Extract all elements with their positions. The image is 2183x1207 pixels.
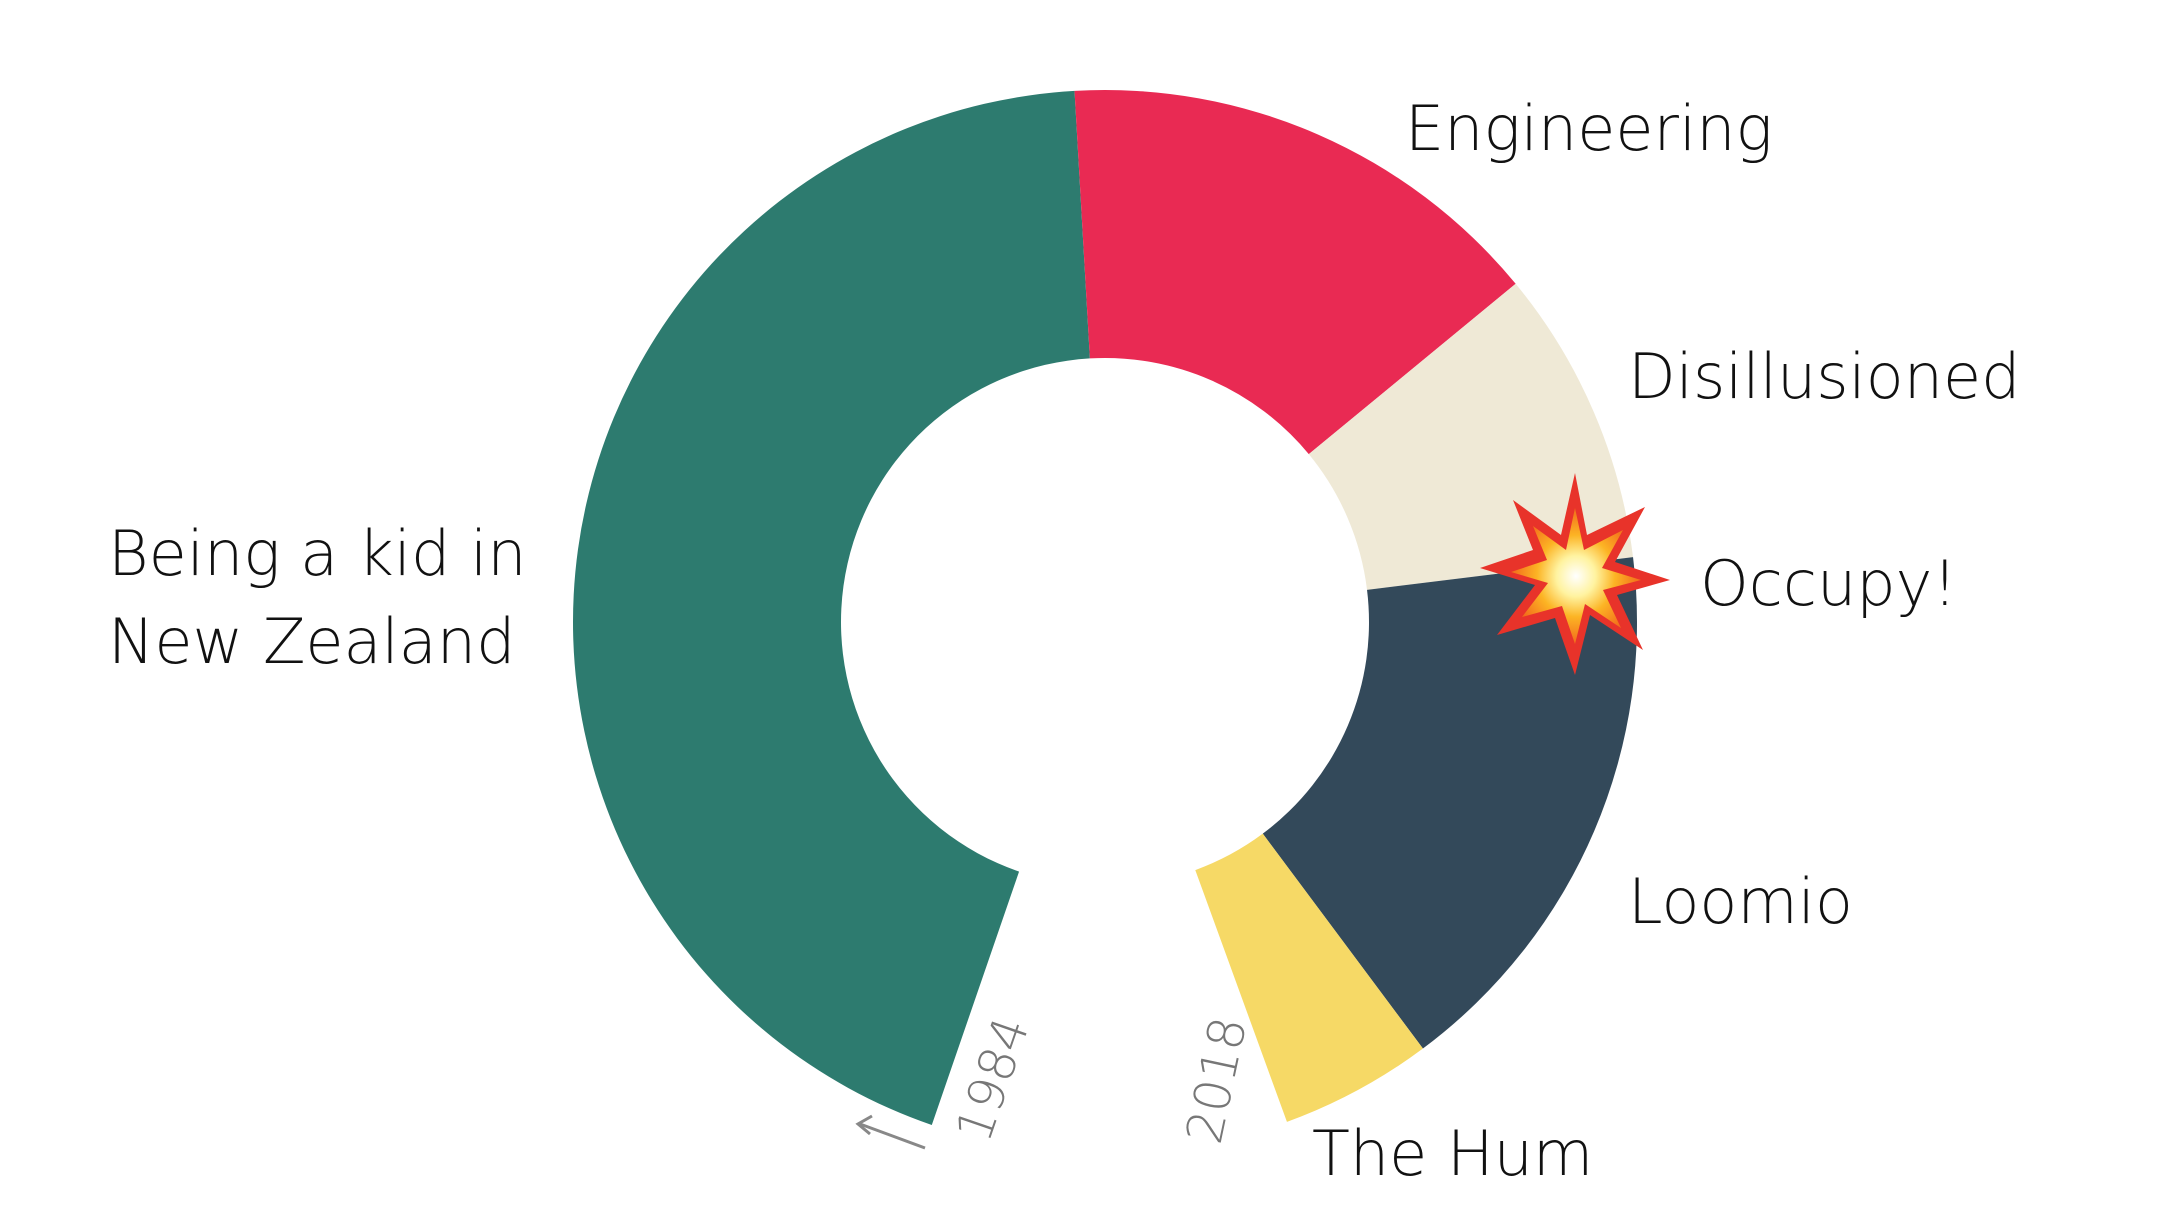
segment-label-line: New Zealand (108, 605, 515, 678)
segment-labels: Being a kid in New Zealand Engineering Disi… (108, 92, 2021, 1190)
segment-label-loomio: Loomio (1628, 865, 1853, 938)
segment-label-line: Occupy! (1700, 547, 1957, 620)
donut-segments (573, 90, 1637, 1126)
start-arrow-icon (855, 1114, 926, 1150)
donut-segment-loomio (1262, 557, 1637, 1049)
segment-label-line: Loomio (1628, 865, 1853, 938)
segment-label-line: The Hum (1312, 1117, 1593, 1190)
explosion-icon (1480, 473, 1670, 675)
segment-label-disillusioned: Disillusioned (1628, 340, 2021, 413)
end-year-label: 2018 (1175, 1012, 1258, 1149)
segment-label-being-a-kid-in-new-zealand: Being a kid in New Zealand (108, 517, 527, 678)
segment-label-the-hum: The Hum (1312, 1117, 1593, 1190)
segment-label-line: Being a kid in (108, 517, 527, 590)
donut-segment-engineering (1074, 90, 1516, 455)
segment-label-line: Engineering (1405, 92, 1773, 165)
donut-segment-the-hum (1195, 833, 1423, 1122)
donut-segment-being-a-kid-in-new-zealand (573, 90, 1090, 1126)
segment-label-occupy: Occupy! (1700, 547, 1957, 620)
segment-label-line: Disillusioned (1628, 340, 2021, 413)
segment-label-engineering: Engineering (1405, 92, 1773, 165)
donut-segment-disillusioned (1308, 283, 1634, 590)
